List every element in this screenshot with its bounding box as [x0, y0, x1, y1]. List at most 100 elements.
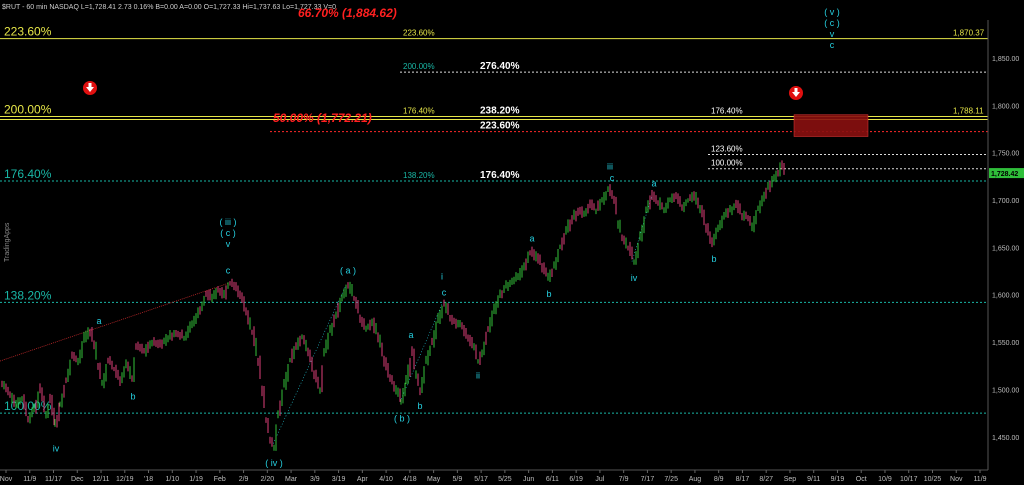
x-tick-label: 9/11	[807, 476, 820, 483]
x-tick-label: 11/9	[973, 476, 986, 483]
wave-label: b	[130, 391, 135, 401]
level-label-white: 223.60%	[480, 121, 520, 132]
wave-label: ( a )	[340, 266, 356, 276]
x-tick-label: 4/18	[403, 476, 417, 483]
x-tick-label: Nov	[0, 476, 13, 483]
wave-label: ( v )	[824, 7, 840, 17]
x-tick-label: 1/10	[165, 476, 179, 483]
wave-label: iii	[607, 161, 613, 171]
wave-label: a	[529, 233, 534, 243]
wave-label: iv	[53, 444, 60, 454]
wave-label: ( c )	[824, 18, 840, 28]
x-tick-label: 9/19	[831, 476, 845, 483]
x-tick-label: May	[427, 476, 441, 483]
level-label-mid: 138.20%	[403, 171, 435, 180]
x-tick-label: 3/9	[310, 476, 320, 483]
level-label-white2: 100.00%	[711, 159, 743, 168]
arrow-shaft	[88, 83, 92, 88]
x-tick-label: Sep	[784, 476, 797, 483]
wave-label: ( iii )	[220, 217, 237, 227]
wave-label: b	[417, 401, 422, 411]
wave-label: ( c )	[220, 228, 236, 238]
arrow-shaft	[794, 88, 798, 93]
x-tick-label: 3/19	[332, 476, 346, 483]
x-tick-label: Mar	[285, 476, 298, 483]
level-label-left: 138.20%	[4, 288, 52, 302]
y-tick-label: 1,550.00	[992, 340, 1019, 347]
level-label-left: 100.00%	[4, 399, 52, 413]
x-tick-label: Jun	[523, 476, 534, 483]
x-tick-label: Aug	[689, 476, 702, 483]
x-tick-label: 10/9	[878, 476, 892, 483]
level-label-right: 1,788.11	[953, 107, 984, 116]
level-label-white2: 123.60%	[711, 145, 743, 154]
y-tick-label: 1,450.00	[992, 435, 1019, 442]
level-label-white: 238.20%	[480, 106, 520, 117]
level-label-left: 200.00%	[4, 103, 52, 117]
fib-levels: 223.60% 223.60% 1,870.37 200.00% 276.40% 200.…	[0, 25, 988, 447]
x-tick-label: 12/11	[93, 476, 110, 483]
x-tick-label: 7/9	[619, 476, 629, 483]
wave-label: c	[830, 40, 835, 50]
watermark: TradingApps	[4, 222, 11, 262]
x-tick-label: 6/19	[569, 476, 583, 483]
trend-line	[0, 282, 229, 362]
wave-label: c	[610, 173, 615, 183]
target-zone	[793, 114, 869, 137]
arrow-head	[792, 92, 800, 97]
down-arrow-icon	[789, 86, 803, 100]
trend-line	[399, 304, 443, 402]
y-tick-label: 1,650.00	[992, 245, 1019, 252]
level-label-right: 1,870.37	[953, 29, 985, 38]
price-bars	[1, 160, 785, 451]
level-label-white: 176.40%	[480, 170, 520, 181]
x-tick-label: 1/19	[189, 476, 203, 483]
x-tick-label: Dec	[71, 476, 84, 483]
down-arrow-icon	[83, 81, 97, 95]
trend-line	[271, 285, 347, 447]
x-tick-label: Jul	[595, 476, 604, 483]
wave-label: iv	[631, 273, 638, 283]
x-tick-label: 11/17	[45, 476, 62, 483]
x-tick-label: 12/19	[116, 476, 134, 483]
wave-label: a	[651, 179, 656, 189]
mid-red-label: 50.00% (1,772.21)	[273, 111, 372, 125]
wave-label: v	[830, 29, 835, 39]
level-label-mid: 223.60%	[403, 29, 435, 38]
level-label-left: 176.40%	[4, 167, 52, 181]
overlay: $RUT - 60 min NASDAQ L=1,728.41 2.73 0.1…	[2, 4, 803, 262]
x-tick-label: 2/20	[261, 476, 275, 483]
x-tick-label: Feb	[214, 476, 226, 483]
top-red-label: 66.70% (1,884.62)	[298, 6, 397, 20]
x-tick-label: 2/9	[239, 476, 249, 483]
x-tick-label: 7/17	[641, 476, 655, 483]
x-tick-label: Apr	[357, 476, 369, 483]
wave-label: a	[96, 316, 101, 326]
x-tick-label: 5/17	[474, 476, 488, 483]
wave-label: b	[546, 289, 551, 299]
wave-label: v	[226, 239, 231, 249]
x-tick-label: 5/25	[498, 476, 512, 483]
level-label-white: 276.40%	[480, 61, 520, 72]
x-tick-label: 7/25	[664, 476, 678, 483]
y-tick-label: 1,500.00	[992, 387, 1019, 394]
level-label-left: 223.60%	[4, 25, 52, 39]
x-tick-label: 10/25	[924, 476, 942, 483]
x-tick-label: 8/17	[736, 476, 750, 483]
last-price-label: 1,728.42	[991, 171, 1018, 178]
y-tick-label: 1,700.00	[992, 198, 1019, 205]
last-price-box	[989, 168, 1024, 179]
trend-line	[631, 195, 653, 262]
y-tick-label: 1,600.00	[992, 293, 1019, 300]
wave-label: ii	[476, 371, 480, 381]
wave-label: c	[442, 287, 447, 297]
y-axis: 1,450.00 1,500.00 1,550.00 1,600.00 1,650.00…	[987, 20, 1024, 470]
x-tick-label: Nov	[950, 476, 963, 483]
x-tick-label: 5/9	[452, 476, 462, 483]
x-axis: Nov 11/9 11/17 Dec 12/11 12/19 '18 1/10 1/19 Feb 2…	[0, 469, 988, 483]
x-tick-label: 10/17	[900, 476, 918, 483]
wave-label: c	[226, 265, 231, 275]
